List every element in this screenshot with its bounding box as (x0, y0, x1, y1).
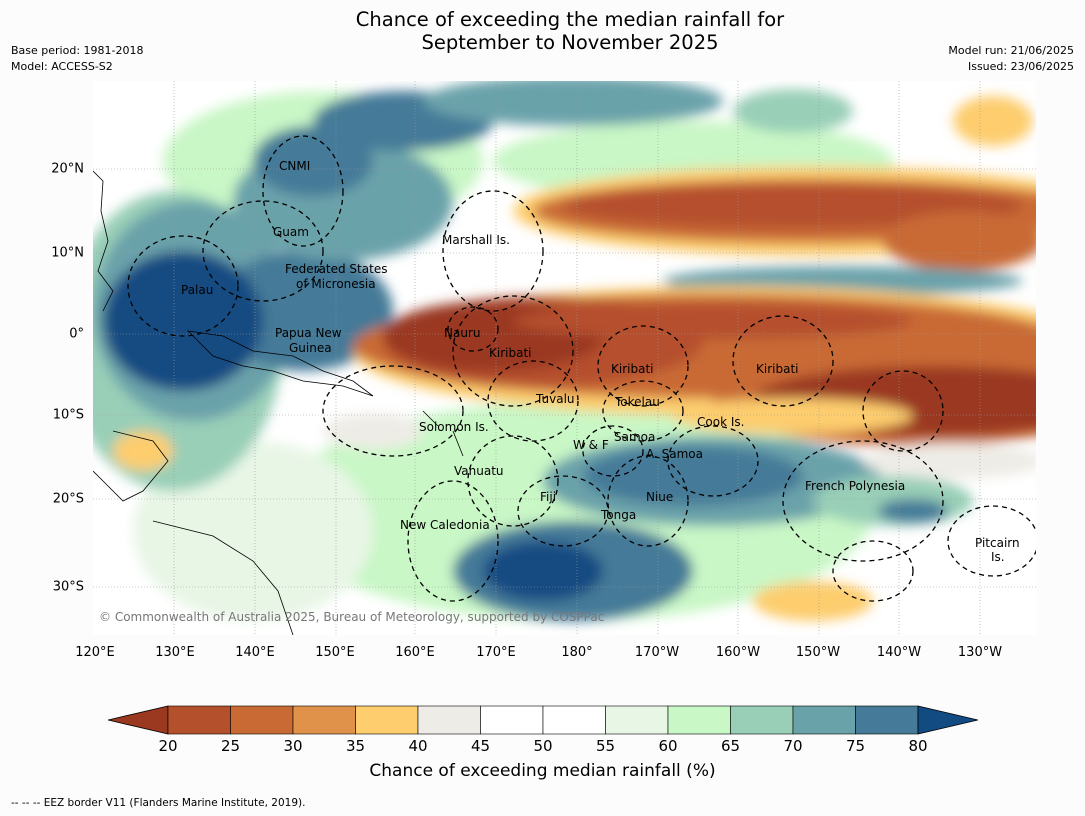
colorbar-tick: 35 (345, 737, 366, 755)
x-tick: 170°E (476, 645, 516, 660)
x-tick: 150°W (795, 645, 841, 660)
colorbar-tick: 50 (533, 737, 553, 755)
x-tick: 130°W (957, 645, 1003, 660)
colorbar-tick: 30 (283, 737, 303, 755)
x-tick: 140°E (235, 645, 275, 660)
coastlines (93, 170, 464, 635)
y-tick: 10°S (52, 407, 84, 423)
region-label: Is. (991, 550, 1005, 564)
region-label: Papua New (275, 326, 342, 340)
colorbar-tick: 55 (595, 737, 616, 755)
colorbar-label: Chance of exceeding median rainfall (%) (369, 761, 716, 781)
region-label: Samoa (614, 430, 655, 444)
x-tick: 180° (561, 645, 593, 660)
y-tick: 10°N (51, 245, 84, 261)
copyright-credit: © Commonwealth of Australia 2025, Bureau… (99, 610, 604, 624)
x-tick: 120°E (75, 645, 115, 660)
x-tick: 170°W (634, 645, 680, 660)
region-label: Solomon Is. (419, 420, 489, 434)
colorbar-bin (417, 705, 481, 735)
x-tick: 150°E (315, 645, 355, 660)
colorbar-bin (355, 705, 419, 735)
colorbar-tick: 45 (470, 737, 491, 755)
region-labels: CNMI Guam Marshall Is. Federated States … (181, 159, 1020, 564)
graticule (93, 81, 1036, 635)
colorbar-bin (167, 705, 231, 735)
model-name: Model: ACCESS-S2 (11, 60, 113, 73)
colorbar-bin (230, 705, 294, 735)
colorbar-bin (855, 705, 919, 735)
colorbar-tick: 75 (845, 737, 866, 755)
colorbar-tick: 25 (220, 737, 241, 755)
region-label: CNMI (279, 159, 310, 173)
y-tick: 30°S (52, 579, 84, 595)
region-label: Vanuatu (454, 464, 504, 478)
x-tick: 140°W (876, 645, 922, 660)
meta-left: Base period: 1981-2018 Model: ACCESS-S2 (11, 43, 143, 75)
region-label: Cook Is. (697, 415, 744, 429)
region-label: Guam (273, 225, 309, 239)
region-label: A. Samoa (646, 447, 703, 461)
x-tick: 160°E (395, 645, 435, 660)
colorbar-tick: 60 (658, 737, 678, 755)
region-label: French Polynesia (805, 479, 905, 493)
region-label: Niue (646, 490, 673, 504)
eez-footnote: -- -- -- EEZ border V11 (Flanders Marine… (11, 797, 306, 809)
region-label: Nauru (444, 326, 480, 340)
meta-right: Model run: 21/06/2025 Issued: 23/06/2025 (948, 43, 1074, 75)
model-run: Model run: 21/06/2025 (948, 44, 1074, 57)
region-label: Kiribati (611, 362, 653, 376)
colorbar-extend-low (108, 705, 169, 735)
colorbar (108, 705, 978, 735)
colorbar-tick: 70 (783, 737, 803, 755)
region-label: of Micronesia (296, 277, 376, 291)
region-label: Federated States (285, 262, 387, 276)
rainfall-field (93, 81, 1036, 621)
region-label: Tuvalu (535, 392, 575, 406)
y-tick: 0° (69, 326, 84, 342)
colorbar-tick: 65 (720, 737, 741, 755)
colorbar-extend-high (917, 705, 978, 735)
base-period: Base period: 1981-2018 (11, 44, 144, 57)
region-label: Kiribati (756, 362, 798, 376)
colorbar-bin (480, 705, 544, 735)
colorbar-tick: 40 (408, 737, 428, 755)
eez-borders (127, 135, 1036, 602)
colorbar-bin (605, 705, 669, 735)
colorbar-bin (667, 705, 731, 735)
x-tick: 160°W (715, 645, 761, 660)
colorbar-tick: 20 (158, 737, 178, 755)
region-label: Marshall Is. (442, 233, 510, 247)
region-label: W & F (573, 438, 609, 452)
region-label: Tokelau (614, 395, 660, 409)
title-line-1: Chance of exceeding the median rainfall … (355, 8, 785, 31)
y-tick: 20°S (52, 491, 84, 507)
region-label: New Caledonia (400, 518, 490, 532)
y-tick: 20°N (51, 161, 84, 177)
issued-date: Issued: 23/06/2025 (967, 60, 1074, 73)
region-label: Kiribati (489, 346, 531, 360)
colorbar-bin (292, 705, 356, 735)
region-label: Fiji (540, 490, 556, 504)
region-label: Tonga (600, 508, 636, 522)
colorbar-tick: 80 (908, 737, 928, 755)
region-label: Palau (181, 283, 213, 297)
colorbar-bin (542, 705, 606, 735)
colorbar-bin (792, 705, 856, 735)
map-title: Chance of exceeding the median rainfall … (0, 8, 1085, 54)
rainfall-map: CNMI Guam Marshall Is. Federated States … (93, 81, 1036, 635)
region-label: Guinea (289, 341, 332, 355)
x-tick: 130°E (155, 645, 195, 660)
colorbar-bin (730, 705, 794, 735)
title-line-2: September to November 2025 (421, 31, 719, 54)
region-label: Pitcairn (975, 536, 1020, 550)
